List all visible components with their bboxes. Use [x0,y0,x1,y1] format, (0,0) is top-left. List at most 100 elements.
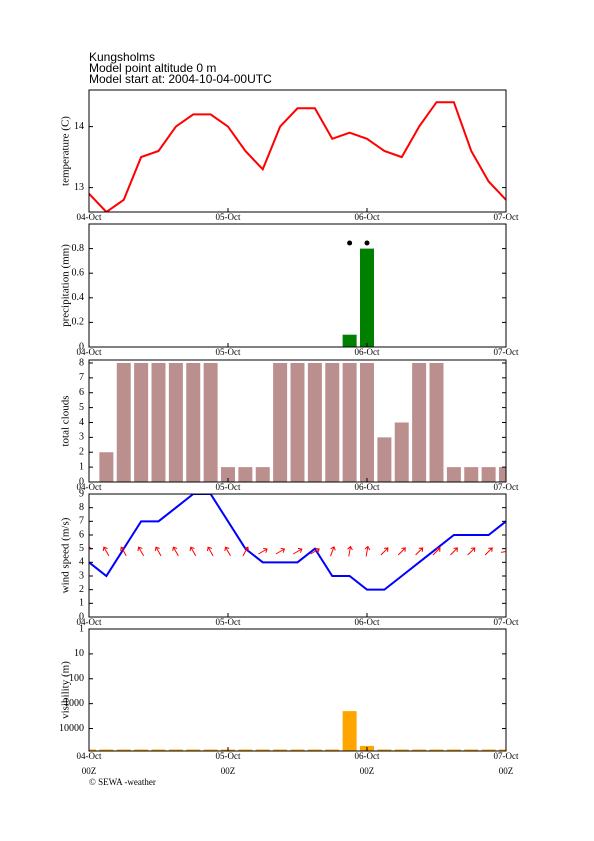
wind-arrow [484,547,493,556]
x-tick-label: 05-Oct [216,482,241,492]
y-tick-label: 0 [79,476,84,487]
header-line: Kungsholms [89,50,155,64]
bar [481,749,496,751]
bar [446,467,461,482]
wind-arrow [206,546,214,557]
x-tick-label: 07-Oct [494,617,519,627]
plot-frame [88,89,507,213]
bar [273,749,288,751]
y-tick-label: 10000 [59,723,84,734]
wind-arrow [310,547,320,555]
wind-arrow [449,547,458,556]
bar [290,362,305,482]
bar [499,467,506,482]
y-tick-label: 0.6 [72,267,85,278]
y-tick-label: 100 [69,673,84,684]
bar [412,749,427,751]
x-tick-label: 07-Oct [494,212,519,222]
bar [89,749,96,751]
plot-area [99,362,506,482]
bar [325,749,340,751]
wind-arrow [380,547,389,556]
y-tick-label: 2 [79,447,84,458]
x-tick-label: 06-Oct [355,212,380,222]
x-tick-label: 04-Oct [77,617,102,627]
y-tick-label: 0 [79,341,84,352]
x-tick-label: 06-Oct [355,347,380,357]
y-tick-label: 0.4 [72,292,85,303]
plot-area [89,101,506,212]
y-tick-label: 1 [79,461,84,472]
bar [255,749,270,751]
y-tick-label: 0.2 [72,317,85,328]
wind-arrow [415,547,424,556]
x-tick-label: 05-Oct [216,617,241,627]
bar [464,467,479,482]
header-line: Model start at: 2004-10-04-00UTC [89,72,272,86]
bar [221,467,235,482]
x-tick-label: 05-Oct [216,347,241,357]
y-tick-label: 9 [79,488,84,499]
weather-marker [364,240,370,246]
wind-arrow [189,546,197,557]
bar [342,711,357,751]
wind-arrow [432,547,441,556]
y-tick-label: 5 [79,543,84,554]
bar [186,362,201,482]
credit: © SEWA -weather [89,777,156,787]
y-axis-label: precipitation (mm) [60,244,72,327]
y-tick-label: 3 [79,432,84,443]
y-axis-label: total clouds [60,395,72,446]
y-tick-label: 1 [79,598,84,609]
plot-area [342,248,374,347]
x-tick-label: 06-Oct [355,617,380,627]
y-tick-label: 2 [79,584,84,595]
y-tick-label: 10 [74,648,84,659]
y-tick-label: 1 [79,623,84,634]
plot-frame [88,359,507,483]
x-tick-sublabel: 00Z [360,766,375,776]
bar [360,362,374,482]
bar [464,749,479,751]
y-tick-label: 4 [79,557,84,568]
x-tick-label: 05-Oct [216,212,241,222]
y-axis-label: temperature (C) [60,116,72,186]
y-tick-label: 6 [79,387,84,398]
wind-arrow [467,547,476,556]
y-tick-label: 3 [79,570,84,581]
wind-arrow [172,546,179,557]
x-tick-label: 04-Oct [77,482,102,492]
y-axis-label: visibility (m) [60,661,72,719]
wind-arrow [137,546,145,557]
y-tick-label: 5 [79,402,84,413]
bar [151,362,166,482]
x-tick-label: 07-Oct [494,347,519,357]
x-tick-sublabel: 00Z [499,766,514,776]
y-tick-label: 1000 [64,698,84,709]
bar [168,749,183,751]
y-tick-label: 8 [79,502,84,513]
y-tick-label: 7 [79,516,84,527]
bar [99,749,114,751]
wind-arrow [242,546,250,557]
line [89,101,506,212]
wind-arrow [330,546,336,557]
x-tick-label: 04-Oct [77,347,102,357]
bar [499,749,506,751]
x-tick-label: 04-Oct [77,212,102,222]
wind-arrow [275,547,286,555]
plot-area [89,494,506,591]
wind-arrow [154,546,162,557]
bar [116,362,131,482]
wind-arrow [347,545,353,557]
bar [429,749,444,751]
bar [151,749,166,751]
x-tick-sublabel: 00Z [82,766,97,776]
bar [116,749,131,751]
bar [238,467,253,482]
x-tick-sublabel: 00Z [221,766,236,776]
bar [325,362,340,482]
y-axis-label: wind speed (m/s) [60,517,72,593]
y-tick-label: 8 [79,357,84,368]
